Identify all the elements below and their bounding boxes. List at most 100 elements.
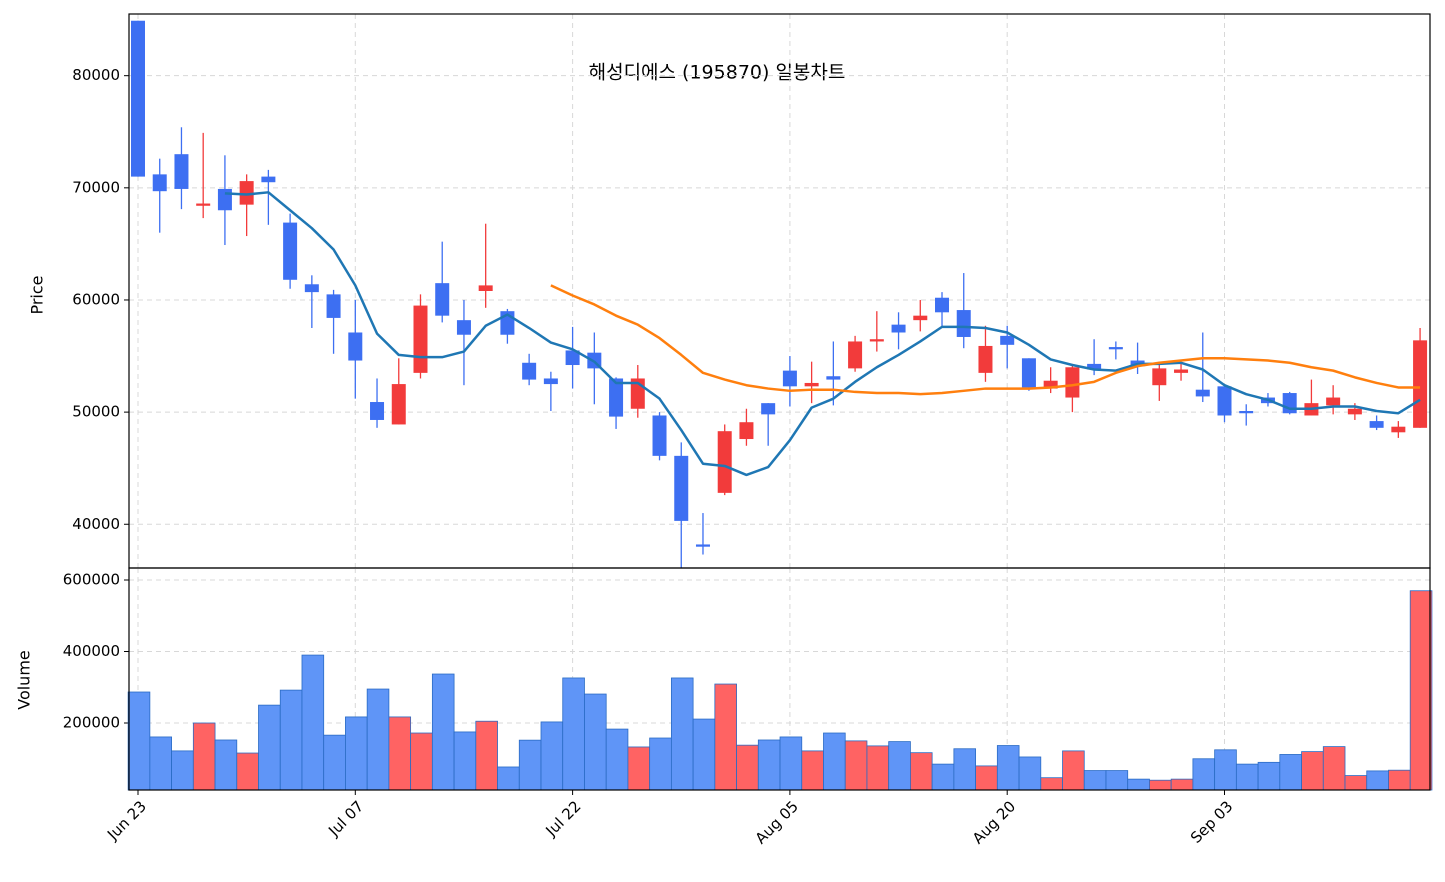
volume-bar [1040, 777, 1063, 791]
candle-body [565, 350, 580, 366]
candle-body [674, 455, 689, 521]
candle-body [152, 174, 167, 192]
y-axis-label: Volume [15, 650, 34, 710]
volume-bar [1192, 758, 1216, 791]
volume-bar [605, 728, 629, 791]
volume-bar [1279, 754, 1302, 791]
volume-bar [497, 766, 520, 791]
volume-bar [649, 737, 672, 791]
plot-frame [128, 567, 1431, 791]
volume-bar [1105, 770, 1129, 791]
volume-bar [562, 677, 585, 791]
candle-body [217, 188, 232, 211]
candle-body [304, 284, 319, 293]
y-tick-label: 60000 [72, 290, 120, 308]
candle-body [717, 431, 732, 493]
candle-body [848, 341, 863, 369]
volume-bar [453, 731, 477, 791]
volume-bar [1062, 750, 1085, 791]
volume-bar [584, 693, 607, 791]
volume-bar [1409, 590, 1433, 791]
volume-bar [714, 683, 737, 791]
volume-bar [670, 677, 694, 791]
candle-body [1391, 426, 1406, 433]
candle-body [435, 283, 450, 316]
candle-body [1043, 380, 1058, 389]
volume-bar [801, 750, 824, 791]
candle-body [913, 315, 928, 321]
volume-bar [323, 734, 346, 791]
volume-bar [301, 654, 325, 791]
volume-bar [1366, 770, 1389, 791]
volume-bar [127, 691, 151, 791]
candle-body [782, 370, 797, 387]
candle-body [1000, 335, 1015, 345]
candle-body [804, 382, 819, 387]
volume-bar [888, 741, 911, 791]
candle-body [196, 203, 211, 206]
volume-bar [1322, 746, 1346, 791]
volume-bar [410, 732, 433, 791]
volume-bar [171, 750, 194, 791]
candle-body [869, 339, 884, 342]
volume-bar [1018, 756, 1042, 791]
volume-bar [1127, 778, 1150, 791]
volume-bar [345, 716, 368, 791]
volume-bar [1170, 778, 1194, 791]
volume-bar [1301, 751, 1324, 791]
volume-bar [1388, 769, 1411, 791]
panel: 40000 50000 60000 70000 80000 [72, 13, 1431, 569]
volume-bar [757, 739, 781, 791]
candle-body [283, 222, 298, 280]
volume-bar [1235, 763, 1259, 791]
volume-bar [975, 765, 998, 791]
chart-title: 해성디에스 (195870) 일봉차트 [589, 62, 846, 84]
volume-bar [214, 739, 238, 791]
volume-bar [1257, 761, 1281, 791]
volume-bar [736, 744, 759, 791]
volume-bar [388, 716, 412, 791]
volume-bar [431, 673, 455, 791]
candle-body [370, 402, 385, 420]
candle-body [348, 332, 363, 361]
y-tick-label: 70000 [72, 178, 120, 196]
candle-body [543, 378, 558, 385]
candle-body [261, 176, 276, 183]
candle-body [826, 376, 841, 380]
volume-bar [844, 740, 868, 791]
candle-body [1217, 386, 1232, 416]
volume-bar [779, 736, 803, 791]
candle-body [1174, 369, 1189, 373]
candle-body [652, 415, 667, 456]
volume-bar [279, 689, 303, 791]
candle-body [761, 403, 776, 415]
y-tick-label: 50000 [72, 403, 120, 421]
y-tick-label: 80000 [72, 66, 120, 84]
volume-bar [931, 763, 955, 791]
candle-body [695, 544, 710, 547]
volume-bar [1083, 770, 1107, 791]
candle-body [1347, 408, 1362, 415]
candle-body [1326, 397, 1341, 406]
candle-body [1021, 358, 1036, 388]
candle-body [1413, 340, 1428, 428]
volume-bar [366, 688, 390, 791]
candle-body [609, 378, 624, 417]
y-tick-label: 40000 [72, 515, 120, 533]
candle-body [739, 422, 754, 440]
volume-bar [953, 748, 977, 791]
candle-body [326, 294, 341, 318]
candle-body [891, 324, 906, 333]
candle-body [1108, 347, 1123, 350]
candle-body [1195, 389, 1210, 397]
volume-bar [540, 721, 564, 791]
volume-bar [627, 746, 651, 791]
candle-body [522, 362, 537, 380]
volume-bar [823, 732, 846, 791]
volume-bar [910, 752, 933, 791]
candle-body [413, 305, 428, 373]
candle-body [478, 285, 493, 291]
y-axis-label: Price [28, 275, 47, 314]
volume-bar [692, 718, 716, 791]
moving-average-line [550, 284, 1421, 396]
